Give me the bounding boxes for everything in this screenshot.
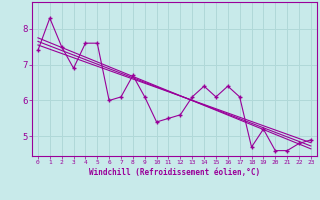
X-axis label: Windchill (Refroidissement éolien,°C): Windchill (Refroidissement éolien,°C) bbox=[89, 168, 260, 177]
